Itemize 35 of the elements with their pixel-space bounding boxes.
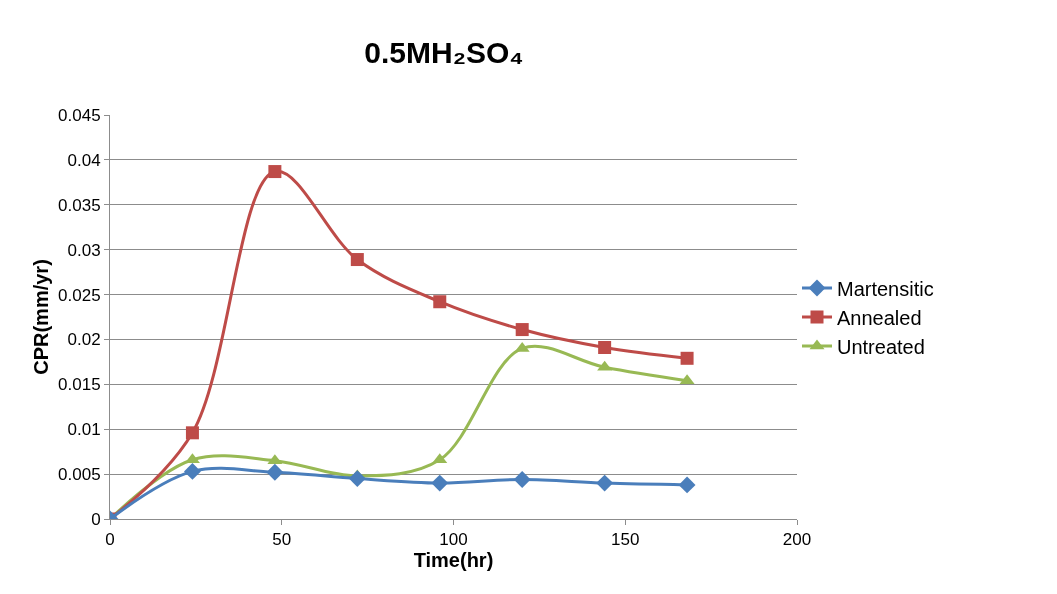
point <box>266 463 284 481</box>
y-tick-label: 0.025 <box>58 285 101 305</box>
y-tick-label: 0.01 <box>67 420 101 440</box>
y-tick-label: 0.045 <box>58 105 101 125</box>
y-axis-title: CPR(mm/yr) <box>29 259 52 375</box>
x-tick-label: 150 <box>611 530 640 550</box>
y-tick-label: 0.035 <box>58 195 101 215</box>
y-tick-label: 0 <box>91 509 101 529</box>
point <box>515 323 529 337</box>
point <box>431 474 449 492</box>
y-tick-label: 0.02 <box>67 330 101 350</box>
chart-title: 0.5MH₂SO₄ <box>364 35 524 69</box>
y-tick-label: 0.015 <box>58 375 101 395</box>
point <box>268 165 282 179</box>
point <box>350 253 364 267</box>
legend-label: Martensitic <box>837 277 934 300</box>
x-tick-label: 200 <box>782 530 812 550</box>
x-tick-label: 50 <box>272 530 292 550</box>
point <box>680 351 694 365</box>
point <box>348 470 366 488</box>
y-tick-label: 0.03 <box>67 240 101 260</box>
x-tick-label: 0 <box>105 530 115 550</box>
x-tick-label: 100 <box>439 530 468 550</box>
point <box>433 295 447 309</box>
y-tick-label: 0.005 <box>58 465 101 485</box>
legend-label: Annealed <box>837 306 922 329</box>
point <box>678 476 696 494</box>
point <box>513 471 531 488</box>
x-axis-title: Time(hr) <box>413 549 494 572</box>
point <box>596 474 614 492</box>
y-tick-label: 0.04 <box>67 150 101 170</box>
point <box>185 426 199 440</box>
point <box>598 341 612 355</box>
legend-label: Untreated <box>837 335 925 358</box>
point <box>183 462 201 480</box>
